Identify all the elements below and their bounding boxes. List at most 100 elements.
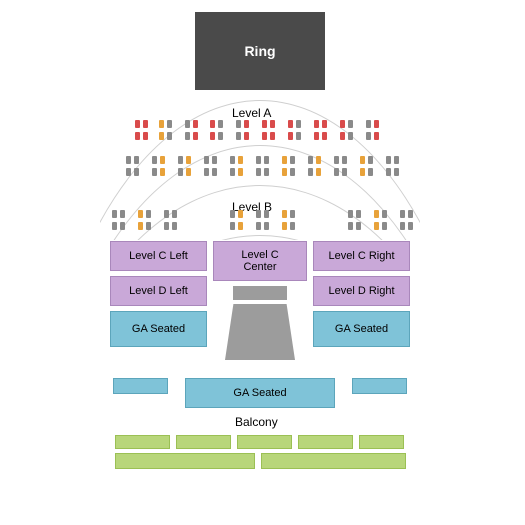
seat[interactable] bbox=[256, 222, 261, 230]
seat[interactable] bbox=[244, 120, 249, 128]
seat[interactable] bbox=[238, 168, 243, 176]
seat[interactable] bbox=[164, 210, 169, 218]
seat[interactable] bbox=[160, 156, 165, 164]
seat[interactable] bbox=[340, 132, 345, 140]
seat[interactable] bbox=[112, 222, 117, 230]
seat[interactable] bbox=[394, 156, 399, 164]
seat[interactable] bbox=[356, 222, 361, 230]
seat[interactable] bbox=[256, 168, 261, 176]
seat[interactable] bbox=[112, 210, 117, 218]
seat[interactable] bbox=[152, 168, 157, 176]
seat[interactable] bbox=[348, 210, 353, 218]
seat[interactable] bbox=[160, 168, 165, 176]
seat[interactable] bbox=[334, 168, 339, 176]
seat[interactable] bbox=[186, 156, 191, 164]
seat[interactable] bbox=[238, 210, 243, 218]
seat[interactable] bbox=[256, 156, 261, 164]
seat[interactable] bbox=[185, 132, 190, 140]
level-c-left[interactable]: Level C Left bbox=[110, 241, 207, 271]
seat[interactable] bbox=[356, 210, 361, 218]
seat[interactable] bbox=[256, 210, 261, 218]
seat[interactable] bbox=[316, 156, 321, 164]
seat[interactable] bbox=[374, 120, 379, 128]
seat[interactable] bbox=[408, 210, 413, 218]
ga-strip-right[interactable] bbox=[352, 378, 407, 394]
seat[interactable] bbox=[193, 120, 198, 128]
seat[interactable] bbox=[360, 156, 365, 164]
ga-seated-right[interactable]: GA Seated bbox=[313, 311, 410, 347]
balcony-r1-3[interactable] bbox=[298, 435, 353, 449]
balcony-r1-0[interactable] bbox=[115, 435, 170, 449]
seat[interactable] bbox=[368, 156, 373, 164]
ga-seated-bottom[interactable]: GA Seated bbox=[185, 378, 335, 408]
seat[interactable] bbox=[172, 210, 177, 218]
seat[interactable] bbox=[120, 210, 125, 218]
seat[interactable] bbox=[374, 222, 379, 230]
seat[interactable] bbox=[230, 168, 235, 176]
seat[interactable] bbox=[374, 132, 379, 140]
seat[interactable] bbox=[236, 120, 241, 128]
seat[interactable] bbox=[342, 156, 347, 164]
seat[interactable] bbox=[204, 168, 209, 176]
seat[interactable] bbox=[386, 156, 391, 164]
seat[interactable] bbox=[218, 120, 223, 128]
balcony-r1-4[interactable] bbox=[359, 435, 404, 449]
seat[interactable] bbox=[135, 132, 140, 140]
seat[interactable] bbox=[230, 210, 235, 218]
seat[interactable] bbox=[138, 222, 143, 230]
seat[interactable] bbox=[382, 210, 387, 218]
ga-seated-left[interactable]: GA Seated bbox=[110, 311, 207, 347]
seat[interactable] bbox=[408, 222, 413, 230]
seat[interactable] bbox=[159, 120, 164, 128]
seat[interactable] bbox=[334, 156, 339, 164]
seat[interactable] bbox=[290, 222, 295, 230]
seat[interactable] bbox=[342, 168, 347, 176]
seat[interactable] bbox=[230, 156, 235, 164]
balcony-r2-0[interactable] bbox=[115, 453, 255, 469]
seat[interactable] bbox=[282, 156, 287, 164]
seat[interactable] bbox=[185, 120, 190, 128]
seat[interactable] bbox=[172, 222, 177, 230]
seat[interactable] bbox=[152, 156, 157, 164]
seat[interactable] bbox=[178, 168, 183, 176]
seat[interactable] bbox=[348, 132, 353, 140]
seat[interactable] bbox=[135, 120, 140, 128]
seat[interactable] bbox=[164, 222, 169, 230]
seat[interactable] bbox=[316, 168, 321, 176]
seat[interactable] bbox=[264, 156, 269, 164]
level-d-left[interactable]: Level D Left bbox=[110, 276, 207, 306]
seat[interactable] bbox=[308, 156, 313, 164]
balcony-r2-1[interactable] bbox=[261, 453, 406, 469]
seat[interactable] bbox=[270, 120, 275, 128]
seat[interactable] bbox=[167, 120, 172, 128]
seat[interactable] bbox=[126, 156, 131, 164]
seat[interactable] bbox=[288, 120, 293, 128]
seat[interactable] bbox=[193, 132, 198, 140]
seat[interactable] bbox=[167, 132, 172, 140]
seat[interactable] bbox=[134, 156, 139, 164]
seat[interactable] bbox=[290, 156, 295, 164]
level-c-right[interactable]: Level C Right bbox=[313, 241, 410, 271]
seat[interactable] bbox=[138, 210, 143, 218]
level-d-right[interactable]: Level D Right bbox=[313, 276, 410, 306]
seat[interactable] bbox=[210, 132, 215, 140]
seat[interactable] bbox=[314, 120, 319, 128]
seat[interactable] bbox=[146, 210, 151, 218]
seat[interactable] bbox=[262, 120, 267, 128]
seat[interactable] bbox=[262, 132, 267, 140]
seat[interactable] bbox=[308, 168, 313, 176]
seat[interactable] bbox=[126, 168, 131, 176]
seat[interactable] bbox=[143, 132, 148, 140]
balcony-r1-1[interactable] bbox=[176, 435, 231, 449]
seat[interactable] bbox=[288, 132, 293, 140]
level-c-center[interactable]: Level C Center bbox=[213, 241, 307, 281]
seat[interactable] bbox=[236, 132, 241, 140]
seat[interactable] bbox=[238, 156, 243, 164]
seat[interactable] bbox=[210, 120, 215, 128]
seat[interactable] bbox=[143, 120, 148, 128]
seat[interactable] bbox=[204, 156, 209, 164]
seat[interactable] bbox=[134, 168, 139, 176]
seat[interactable] bbox=[238, 222, 243, 230]
seat[interactable] bbox=[264, 168, 269, 176]
seat[interactable] bbox=[212, 156, 217, 164]
